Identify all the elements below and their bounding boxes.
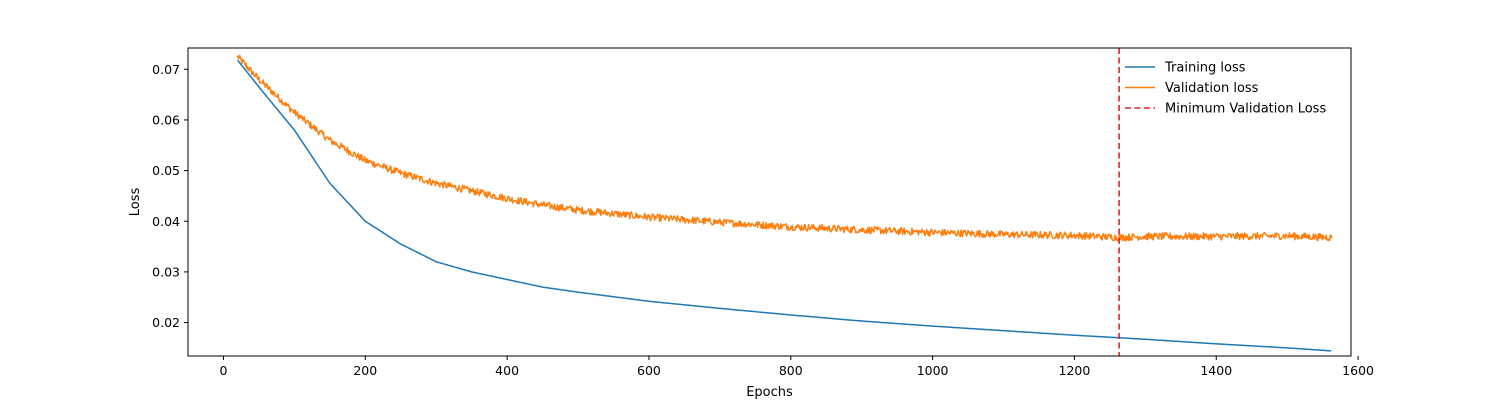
legend-label-validation-loss: Validation loss xyxy=(1165,81,1259,96)
legend-label-training-loss: Training loss xyxy=(1164,61,1246,76)
x-tick-label: 1000 xyxy=(917,363,949,378)
y-axis-label: Loss xyxy=(128,188,143,217)
x-tick-label: 0 xyxy=(219,363,227,378)
legend-label-minimum-validation-loss: Minimum Validation Loss xyxy=(1165,102,1326,117)
plot-content xyxy=(236,48,1333,356)
y-tick-label: 0.06 xyxy=(152,112,180,127)
y-axis: 0.02 0.03 0.04 0.05 0.06 0.07 xyxy=(152,62,188,330)
validation-loss-line xyxy=(236,54,1333,242)
plot-frame xyxy=(187,47,1352,357)
y-tick-label: 0.03 xyxy=(152,264,180,279)
x-tick-label: 400 xyxy=(495,363,519,378)
y-tick-label: 0.05 xyxy=(152,163,180,178)
training-loss-line xyxy=(237,59,1332,352)
x-tick-label: 600 xyxy=(637,363,661,378)
x-axis-label: Epochs xyxy=(746,385,793,400)
x-tick-label: 1600 xyxy=(1342,363,1374,378)
x-tick-label: 1200 xyxy=(1059,363,1091,378)
y-tick-label: 0.04 xyxy=(152,214,180,229)
legend: Training loss Validation loss Minimum Vali… xyxy=(1125,61,1326,117)
x-tick-label: 800 xyxy=(779,363,803,378)
x-tick-label: 1400 xyxy=(1200,363,1232,378)
y-tick-label: 0.07 xyxy=(152,62,180,77)
x-tick-label: 200 xyxy=(353,363,377,378)
x-axis: 0 200 400 600 800 1000 1200 1400 1600 xyxy=(219,356,1374,378)
y-tick-label: 0.02 xyxy=(152,315,180,330)
